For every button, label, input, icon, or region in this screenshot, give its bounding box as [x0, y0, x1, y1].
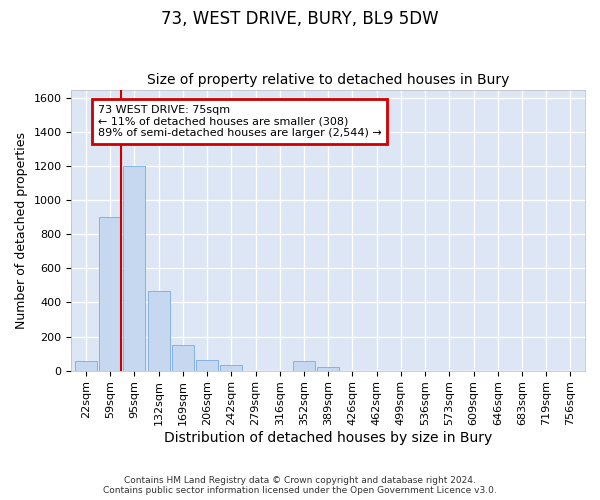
X-axis label: Distribution of detached houses by size in Bury: Distribution of detached houses by size … [164, 431, 493, 445]
Bar [99, 218, 121, 370]
Bar [317, 367, 339, 370]
Bar [196, 360, 218, 370]
Y-axis label: Number of detached properties: Number of detached properties [15, 132, 28, 328]
Bar [293, 361, 315, 370]
Bar [148, 290, 170, 370]
Bar [124, 166, 145, 370]
Title: Size of property relative to detached houses in Bury: Size of property relative to detached ho… [147, 73, 509, 87]
Bar [75, 361, 97, 370]
Bar [172, 345, 194, 370]
Text: 73 WEST DRIVE: 75sqm
← 11% of detached houses are smaller (308)
89% of semi-deta: 73 WEST DRIVE: 75sqm ← 11% of detached h… [98, 105, 382, 138]
Text: 73, WEST DRIVE, BURY, BL9 5DW: 73, WEST DRIVE, BURY, BL9 5DW [161, 10, 439, 28]
Bar [220, 366, 242, 370]
Text: Contains HM Land Registry data © Crown copyright and database right 2024.
Contai: Contains HM Land Registry data © Crown c… [103, 476, 497, 495]
